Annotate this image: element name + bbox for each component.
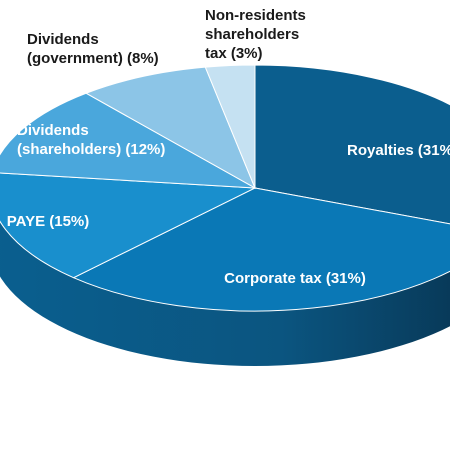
pie-slice-5 [204, 64, 256, 189]
slice-label-5: Non-residents shareholders tax (3%) [205, 7, 306, 62]
slice-label-4: Dividends (government) (8%) [27, 31, 159, 67]
pie-top [0, 64, 450, 312]
slice-label-5-line-1: shareholders [205, 26, 299, 43]
pie-slice-2 [0, 172, 257, 279]
slice-label-3-line-1: (shareholders) (12%) [17, 141, 165, 158]
slice-label-1: Corporate tax (31%) [224, 270, 366, 287]
slice-label-2: PAYE (15%) [7, 213, 90, 230]
pie-slice-3 [0, 92, 256, 189]
slice-label-4-line-1: (government) (8%) [27, 50, 159, 67]
pie-slice-4 [84, 66, 257, 190]
pie-slice-0 [254, 64, 450, 225]
slice-label-0: Royalties (31% [347, 142, 450, 159]
slice-label-4-line-0: Dividends [27, 31, 99, 48]
slice-label-5-line-2: tax (3%) [205, 45, 263, 62]
slice-label-2-line-0: PAYE (15%) [7, 213, 90, 230]
slice-label-3: Dividends (shareholders) (12%) [17, 122, 165, 158]
slice-label-0-line-0: Royalties (31% [347, 142, 450, 159]
pie-slice-1 [72, 187, 450, 312]
slice-label-3-line-0: Dividends [17, 122, 89, 139]
pie-side [0, 221, 450, 366]
pie-labels: Royalties (31% Corporate tax (31%) PAYE (1… [7, 7, 450, 287]
slice-label-1-line-0: Corporate tax (31%) [224, 270, 366, 287]
slice-label-5-line-0: Non-residents [205, 7, 306, 24]
pie-side-wall [0, 221, 450, 366]
